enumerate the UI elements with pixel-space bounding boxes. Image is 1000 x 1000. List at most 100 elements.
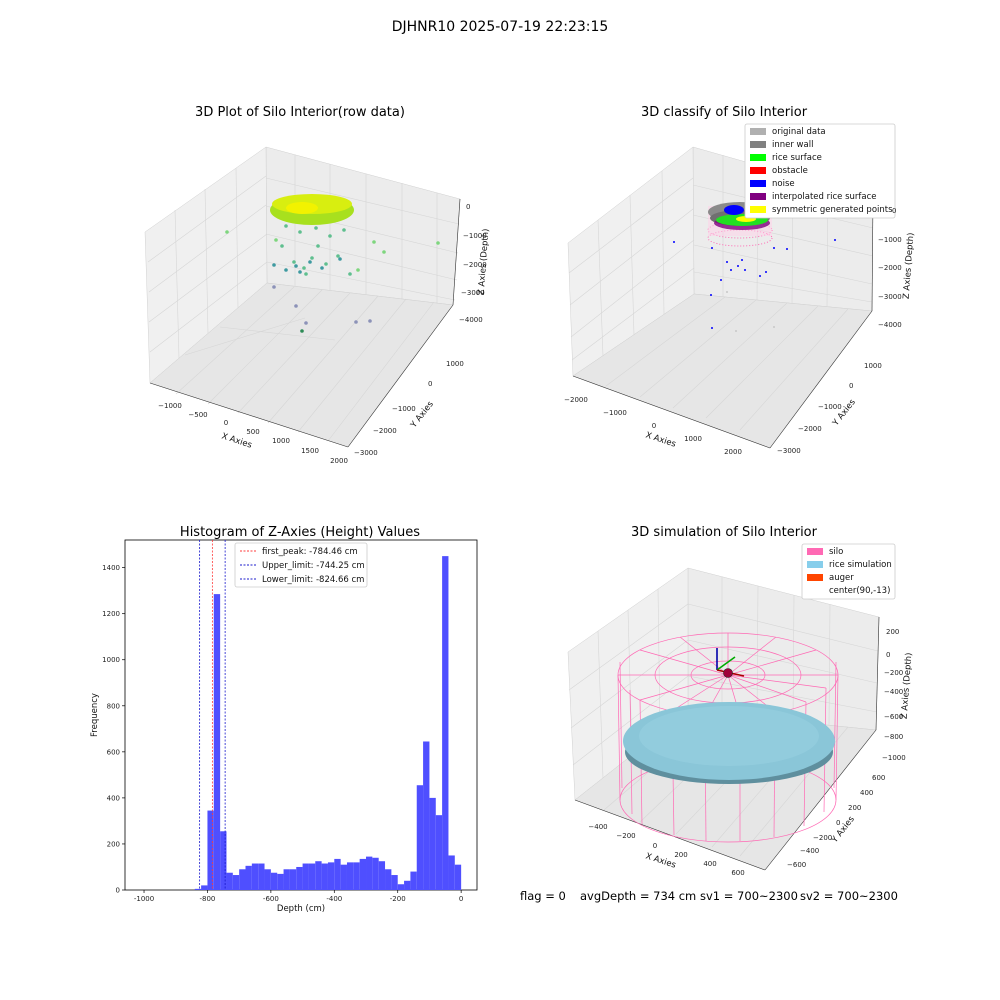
panel-1-ylabel: Y Axies [408,399,436,431]
sv2-value: sv2 = 700~2300 [800,889,898,903]
tick-label: −200 [616,832,635,840]
panel-4-zlabel: Z Axies (Depth) [900,652,915,719]
tick-label: −1000 [158,402,182,410]
histogram-bar [270,872,278,890]
histogram-ylabel: Frequency [90,693,100,737]
legend-label: symmetric generated points [772,205,893,215]
histogram-bar [201,885,208,890]
panel-4-xlabel: X Axies [644,851,677,870]
tick-label: −1000 [882,754,906,762]
histogram-bar [251,863,259,890]
y-tick-label: 1400 [102,564,120,572]
tick-label: 0 [466,203,470,211]
y-tick-label: 400 [107,794,120,802]
tick-label: −2000 [564,396,588,404]
tick-label: −500 [188,411,207,419]
legend-label: first_peak: -784.46 cm [262,547,358,557]
auger-marker [716,648,745,678]
tick-label: −3000 [878,293,902,301]
legend-swatch [750,193,766,200]
panel-1-zlabel: Z Axies (Depth) [477,228,492,295]
histogram-bar [213,594,221,890]
histogram-bar [429,797,436,890]
histogram-bar [416,785,424,890]
histogram-bar [264,869,271,890]
histogram-bar [359,858,367,890]
tick-label: 0 [836,819,840,827]
tick-label: −600 [884,713,903,721]
histogram-bar [289,869,297,890]
tick-label: 0 [653,842,657,850]
panel-2-xlabel: X Axies [644,430,677,449]
histogram-bar [226,872,233,890]
histogram-y-ticks: 0 200 400 600 800 1000 1200 1400 [102,564,125,895]
tick-label: −3000 [777,447,801,455]
rice-simulation-surface [623,702,835,784]
legend-label: auger [829,573,854,583]
tick-label: −400 [800,847,819,855]
histogram-bar [302,863,309,890]
y-tick-label: 0 [116,887,120,895]
panel-4-z-ticks: 200 0 −200 −400 −600 −800 −1000 [882,628,906,762]
legend-label: Upper_limit: -744.25 cm [262,561,365,571]
tick-label: −1000 [603,409,627,417]
histogram-bar [321,863,328,890]
tick-label: 0 [849,382,853,390]
flag-value: flag = 0 [520,889,566,903]
legend-swatch [750,206,766,213]
histogram-bar [258,863,265,890]
histogram-bar [442,556,449,890]
status-line: flag = 0 avgDepth = 734 cm sv1 = 700~230… [520,889,898,903]
figure-title: DJHNR10 2025-07-19 22:23:15 [392,19,609,35]
x-tick-label: 0 [459,895,463,903]
histogram-bar [207,810,214,890]
tick-label: −200 [884,669,903,677]
tick-label: 1000 [446,360,464,368]
histogram-bar [372,857,379,890]
legend-box [744,123,896,219]
histogram-reference-lines [199,540,226,890]
tick-label: −4000 [459,316,483,324]
tick-label: 1500 [301,447,319,455]
histogram-bar [239,869,246,890]
histogram-bar [334,858,341,890]
histogram-bar [296,866,303,890]
tick-label: 0 [652,422,656,430]
histogram-legend: first_peak: -784.46 cm Upper_limit: -744… [234,542,368,588]
panel-4-title: 3D simulation of Silo Interior [631,525,818,540]
panel-1-y-ticks: 1000 0 −1000 −2000 −3000 [354,360,464,457]
tick-label: −1000 [392,405,416,413]
histogram-bar [454,864,462,890]
panel-1-data-cloud [225,194,440,333]
tick-label: 500 [246,428,259,436]
tick-label: −1000 [463,232,487,240]
histogram-bar [194,888,202,890]
histogram-bar [397,884,405,890]
tick-label: 2000 [724,448,742,456]
tick-label: 1000 [684,435,702,443]
legend-label: rice simulation [829,560,892,570]
tick-label: 0 [892,207,896,215]
legend-label: original data [772,127,826,137]
panel-2-zlabel: Z Axies (Depth) [902,232,917,299]
histogram-bars [194,556,462,890]
legend-label: obstacle [772,166,808,176]
histogram-bar [232,875,240,890]
legend-swatch [807,561,823,568]
panel-4-legend: silo rice simulation auger center(90,-13… [801,543,896,600]
legend-box [801,543,896,600]
panel-raw-data: 3D Plot of Silo Interior(row data) [144,105,492,465]
tick-label: 400 [703,860,716,868]
tick-label: −2000 [798,425,822,433]
tick-label: 0 [886,651,890,659]
legend-swatch [750,167,766,174]
legend-label: inner wall [772,140,813,150]
histogram-bar [277,873,284,890]
panel-2-title: 3D classify of Silo Interior [641,105,808,120]
tick-label: 400 [860,789,873,797]
x-tick-label: -800 [200,895,216,903]
panel-simulation: 3D simulation of Silo Interior [567,525,915,877]
tick-label: 0 [224,419,228,427]
tick-label: 1000 [272,437,290,445]
